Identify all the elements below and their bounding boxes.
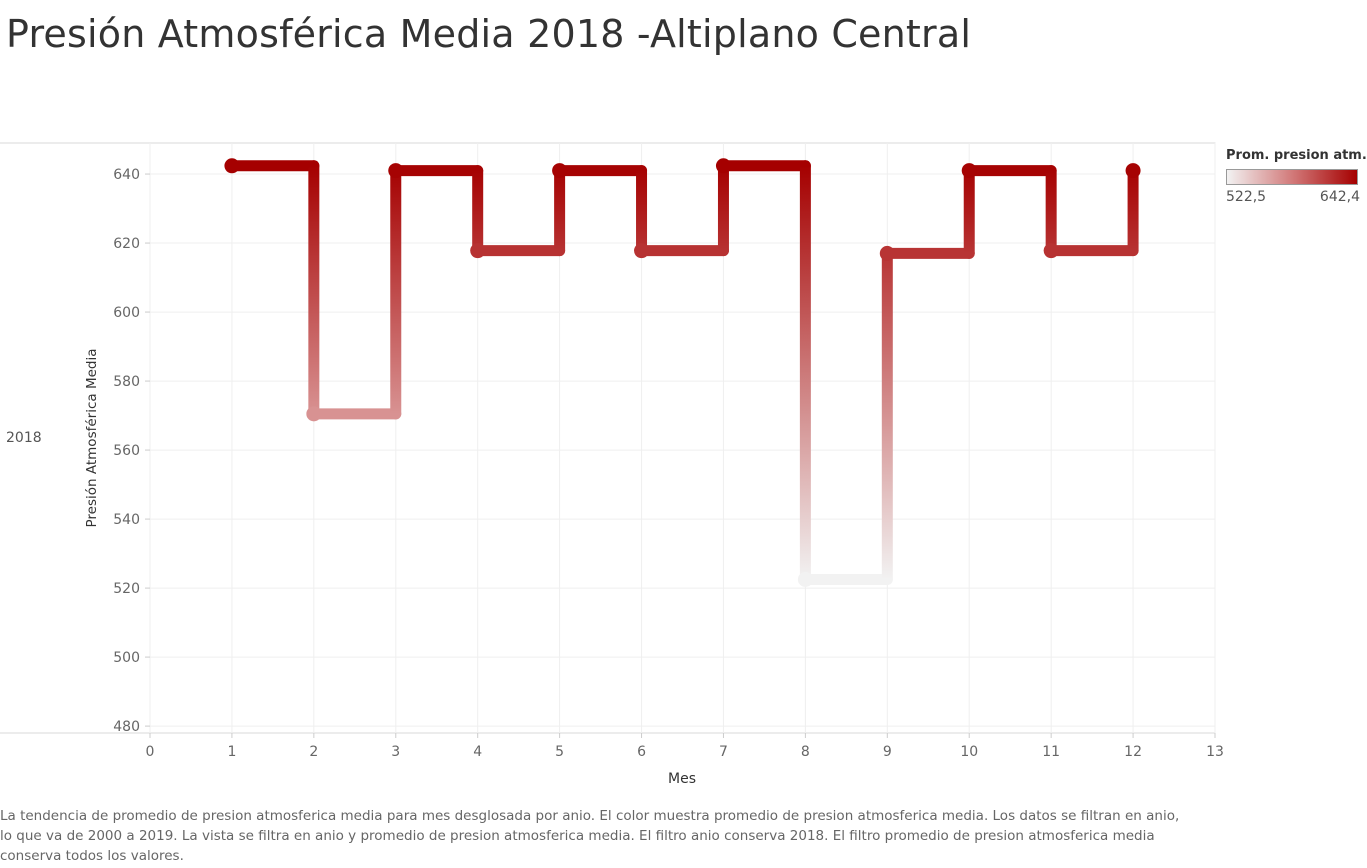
data-point <box>715 158 731 174</box>
x-axis: 0 1 2 3 4 5 6 7 8 9 10 11 12 13 <box>146 733 1224 760</box>
series-line <box>226 160 1139 585</box>
x-tick-label: 6 <box>637 744 646 760</box>
y-axis: 480 500 520 540 560 580 600 620 640 <box>113 167 150 735</box>
y-tick-label: 580 <box>113 374 140 390</box>
legend-max-label: 642,4 <box>1319 189 1360 205</box>
x-tick-label: 12 <box>1124 744 1142 760</box>
data-points <box>224 158 1141 587</box>
data-point <box>306 406 322 422</box>
x-axis-label: Mes <box>668 771 696 787</box>
plot-area <box>149 142 1216 734</box>
x-tick-label: 5 <box>555 744 564 760</box>
data-point <box>1125 163 1141 179</box>
y-tick-label: 600 <box>113 305 140 321</box>
y-axis-label: Presión Atmosférica Media <box>84 349 100 528</box>
data-point <box>224 158 240 174</box>
row-header-year: 2018 <box>6 430 42 446</box>
chart-caption: La tendencia de promedio de presion atmo… <box>0 808 1180 864</box>
x-tick-label: 13 <box>1206 744 1224 760</box>
legend-title: Prom. presion atm.. <box>1226 148 1366 163</box>
y-tick-label: 620 <box>113 236 140 252</box>
x-tick-label: 1 <box>227 744 236 760</box>
y-tick-label: 520 <box>113 581 140 597</box>
x-tick-label: 9 <box>883 744 892 760</box>
data-point <box>470 243 486 259</box>
chart-title: Presión Atmosférica Media 2018 -Altiplan… <box>6 12 972 56</box>
gridlines <box>149 143 1216 733</box>
y-tick-label: 540 <box>113 512 140 528</box>
x-tick-label: 3 <box>391 744 400 760</box>
y-tick-label: 480 <box>113 719 140 735</box>
plot-frame <box>0 142 1216 734</box>
x-tick-label: 2 <box>309 744 318 760</box>
x-tick-label: 4 <box>473 744 482 760</box>
data-point <box>634 243 650 259</box>
data-point <box>879 245 895 261</box>
y-tick-label: 560 <box>113 443 140 459</box>
data-point <box>388 163 404 179</box>
x-tick-label: 8 <box>801 744 810 760</box>
data-point <box>1043 243 1059 259</box>
y-tick-label: 640 <box>113 167 140 183</box>
y-tick-label: 500 <box>113 650 140 666</box>
x-tick-label: 10 <box>960 744 978 760</box>
legend-min-label: 522,5 <box>1226 189 1267 205</box>
legend-gradient-bar <box>1226 169 1358 185</box>
x-tick-label: 11 <box>1042 744 1060 760</box>
data-point <box>797 571 813 587</box>
color-legend: Prom. presion atm.. 522,5 642,4 <box>1226 148 1366 205</box>
data-point <box>961 163 977 179</box>
x-tick-label: 0 <box>146 744 155 760</box>
data-point <box>552 163 568 179</box>
x-tick-label: 7 <box>719 744 728 760</box>
